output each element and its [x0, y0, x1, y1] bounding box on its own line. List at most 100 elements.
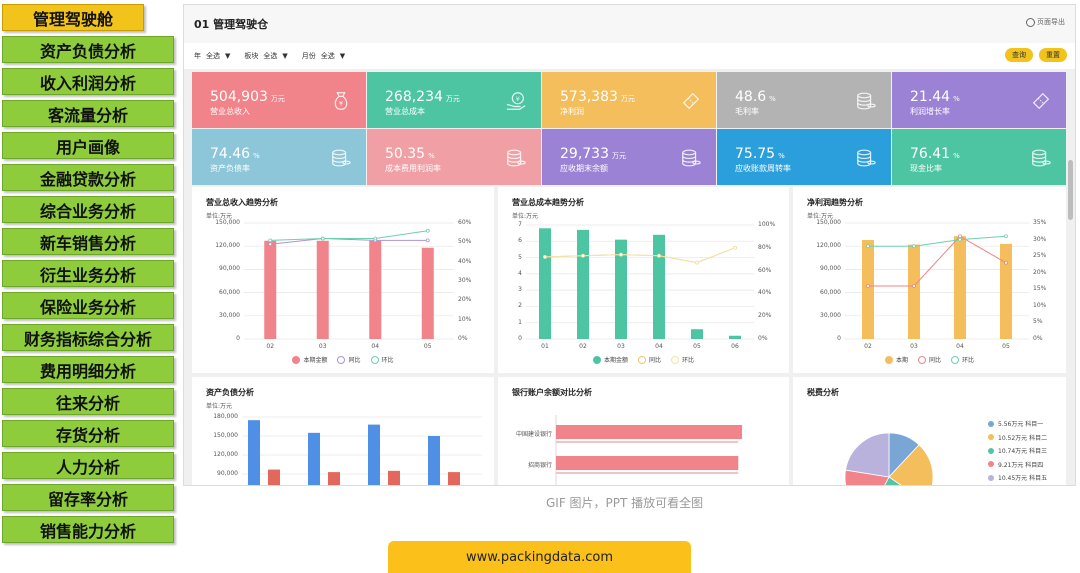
y-right-tick-label: 15%	[1033, 285, 1047, 293]
bank-balance-panel: 银行账户余额对比分析 中国建设银行 招商银行	[498, 377, 789, 485]
line-point	[425, 238, 430, 243]
legend-label: 9.21万元 科目四	[998, 461, 1044, 469]
legend-swatch	[917, 355, 926, 364]
y-tick-label: 150,000	[213, 432, 238, 439]
legend-swatch	[988, 474, 994, 481]
y-right-tick-label: 60%	[458, 219, 472, 226]
legend-item[interactable]: 10.45万元 科目五	[988, 471, 1047, 485]
chart-title: 银行账户余额对比分析	[512, 388, 592, 397]
sidebar-item[interactable]: 管理驾驶舱	[2, 4, 144, 31]
coin-stack-icon	[682, 149, 701, 167]
chart-plot	[844, 432, 934, 485]
legend-item[interactable]: 同比	[917, 355, 941, 364]
y-right-tick-label: 10%	[1033, 301, 1047, 309]
legend-label: 环比	[682, 357, 695, 364]
sidebar-item[interactable]: 费用明细分析	[2, 356, 174, 383]
chart-title: 营业总成本趋势分析	[512, 198, 584, 207]
y-tick-label: 90,000	[217, 470, 238, 477]
bar	[556, 425, 742, 439]
kpi-unit: %	[428, 152, 435, 160]
sidebar-item[interactable]: 留存率分析	[2, 484, 174, 511]
sidebar-item[interactable]: 新车销售分析	[2, 228, 174, 255]
kpi-value: 29,733	[560, 146, 609, 162]
legend-item[interactable]: 本期金额	[292, 355, 327, 364]
legend-label: 同比	[348, 357, 361, 364]
y-tick-label: 2	[518, 302, 522, 310]
legend-item[interactable]: 环比	[671, 355, 694, 364]
sidebar-item[interactable]: 财务指标综合分析	[2, 324, 174, 351]
export-button[interactable]: 页面导出	[1026, 17, 1065, 27]
filter-year-value: 全选	[206, 52, 220, 60]
y-tick-label: 90,000	[219, 265, 240, 273]
legend-item[interactable]: 本期金额	[592, 355, 628, 364]
series-line	[544, 247, 736, 264]
x-tick-label: 05	[423, 343, 432, 350]
sidebar-item[interactable]: 衍生业务分析	[2, 260, 174, 287]
bar	[388, 470, 400, 485]
reset-button[interactable]: 重置	[1039, 48, 1067, 62]
ticket-icon	[1032, 92, 1050, 110]
y-tick-label: 30,000	[219, 311, 240, 319]
legend-item[interactable]: 10.74万元 科目三	[988, 444, 1047, 458]
line-point	[581, 253, 585, 258]
kpi-unit: %	[769, 95, 776, 103]
line-point	[958, 234, 962, 239]
footer-link[interactable]: www.packingdata.com	[388, 541, 691, 573]
sidebar-item[interactable]: 人力分析	[2, 452, 174, 479]
y-tick-label: 60,000	[820, 288, 841, 296]
sidebar-item[interactable]: 销售能力分析	[2, 516, 174, 543]
bar	[268, 469, 280, 485]
sidebar-item[interactable]: 客流量分析	[2, 100, 174, 127]
chart-legend: 本期金额 同比 环比	[192, 355, 494, 364]
x-tick-label: 02	[266, 343, 275, 350]
y-tick-label: 4	[518, 269, 522, 277]
line-point	[320, 236, 325, 241]
sidebar-item[interactable]: 保险业务分析	[2, 292, 174, 319]
filter-segment[interactable]: 板块 全选 ▼	[244, 51, 287, 61]
kpi-unit: %	[953, 152, 960, 160]
legend-item[interactable]: 环比	[370, 355, 394, 364]
legend-item[interactable]: 5.56万元 科目一	[988, 417, 1047, 431]
line-point	[912, 244, 916, 249]
filter-year[interactable]: 年 全选 ▼	[194, 51, 230, 61]
filter-month[interactable]: 月份 全选 ▼	[302, 51, 345, 61]
sidebar-item[interactable]: 金融贷款分析	[2, 164, 174, 191]
filter-month-label: 月份	[301, 52, 316, 60]
bar	[448, 472, 460, 485]
line-point	[958, 237, 962, 242]
bar	[862, 240, 874, 339]
query-button[interactable]: 查询	[1005, 48, 1033, 62]
bar	[368, 424, 380, 485]
sidebar-item[interactable]: 资产负债分析	[2, 36, 174, 63]
legend-item[interactable]: 9.21万元 科目四	[988, 458, 1047, 472]
bar	[1000, 243, 1012, 339]
filter-bar: 年 全选 ▼ 板块 全选 ▼ 月份 全选 ▼ 查询 重置	[184, 43, 1075, 69]
sidebar-item[interactable]: 存货分析	[2, 420, 174, 447]
chart-plot	[555, 415, 742, 485]
legend-label: 5.56万元 科目一	[998, 421, 1044, 429]
kpi-value: 21.44	[910, 89, 951, 105]
legend-swatch	[988, 447, 994, 454]
y-right-tick-label: 20%	[1033, 268, 1047, 276]
legend-item[interactable]: 本期	[884, 355, 908, 364]
line-point	[1004, 260, 1008, 265]
bar	[615, 239, 627, 339]
legend-swatch	[292, 355, 301, 364]
legend-item[interactable]: 同比	[337, 355, 361, 364]
sidebar-item[interactable]: 用户画像	[2, 132, 174, 159]
export-label: 页面导出	[1037, 18, 1065, 26]
y-tick-label: 120,000	[816, 242, 841, 250]
legend-item[interactable]: 10.52万元 科目二	[988, 431, 1047, 445]
y-right-tick-label: 0%	[1033, 335, 1043, 342]
sidebar-item[interactable]: 综合业务分析	[2, 196, 174, 223]
legend-item[interactable]: 同比	[637, 355, 661, 364]
export-icon	[1026, 17, 1035, 27]
x-tick-label: 05	[693, 343, 701, 350]
x-tick-label: 03	[617, 343, 625, 350]
money-bag-icon: ¥	[334, 92, 348, 110]
legend-item[interactable]: 环比	[951, 355, 974, 364]
scrollbar[interactable]	[1068, 160, 1073, 220]
sidebar-item[interactable]: 往来分析	[2, 388, 174, 415]
sidebar-item[interactable]: 收入利润分析	[2, 68, 174, 95]
kpi-card: 573,383 万元 净利润	[542, 72, 716, 128]
